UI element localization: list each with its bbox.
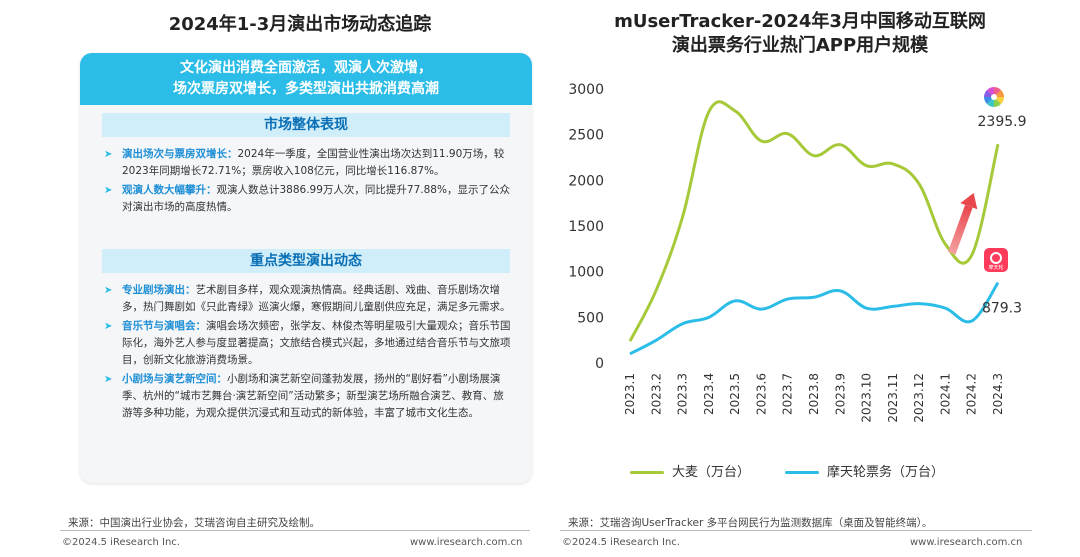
list-item: ➤ 专业剧场演出：艺术剧目多样，观众观演热情高。经典话剧、戏曲、音乐剧场次增多，… bbox=[102, 282, 512, 316]
list-item: ➤ 音乐节与演唱会：演唱会场次频密，张学友、林俊杰等明星吸引大量观众；音乐节国际… bbox=[102, 318, 512, 369]
x-tick-label: 2024.2 bbox=[965, 373, 979, 415]
legend-swatch-damai bbox=[630, 471, 664, 474]
left-source-note: 来源：中国演出行业协会，艾瑞咨询自主研究及绘制。 bbox=[68, 517, 320, 529]
y-axis: 0 500 1000 1500 2000 2500 3000 bbox=[568, 82, 604, 372]
bullet-keyword: 音乐节与演唱会： bbox=[122, 320, 206, 332]
data-label: 879.3 bbox=[982, 301, 1022, 317]
x-tick-label: 2023.1 bbox=[623, 373, 637, 415]
x-tick-label: 2023.9 bbox=[833, 373, 847, 415]
x-tick-label: 2024.3 bbox=[991, 373, 1005, 415]
right-copyright: ©2024.5 iResearch Inc. bbox=[562, 537, 680, 548]
list-item: ➤ 演出场次与票房双增长：2024年一季度，全国营业性演出场次达到11.90万场… bbox=[102, 146, 512, 180]
x-tick-label: 2023.11 bbox=[886, 373, 900, 423]
right-panel-title: mUserTracker-2024年3月中国移动互联网 演出票务行业热门APP用… bbox=[560, 10, 1040, 58]
y-tick-label: 1000 bbox=[568, 265, 604, 281]
x-tick-label: 2023.6 bbox=[754, 373, 768, 415]
x-tick-label: 2023.8 bbox=[807, 373, 821, 415]
y-tick-label: 500 bbox=[577, 310, 604, 326]
summary-card: 文化演出消费全面激活，观演人次激增， 场次票房双增长，多类型演出共掀消费高潮 市… bbox=[80, 53, 532, 483]
right-website: www.iresearch.com.cn bbox=[910, 537, 1023, 548]
chevron-right-icon: ➤ bbox=[104, 321, 113, 332]
chevron-right-icon: ➤ bbox=[104, 374, 113, 385]
x-tick-label: 2023.12 bbox=[912, 373, 926, 423]
chevron-right-icon: ➤ bbox=[104, 149, 113, 160]
series-line-motianlun bbox=[629, 281, 1000, 356]
chart-legend: 大麦（万台） 摩天轮票务（万台） bbox=[620, 461, 1040, 483]
legend-label-motianlun: 摩天轮票务（万台） bbox=[827, 465, 945, 480]
bullet-text: 小剧场和演艺新空间蓬勃发展，扬州的“剧好看”小剧场展演季、杭州的“城市艺舞台·演… bbox=[122, 373, 504, 419]
legend-item-motianlun: 摩天轮票务（万台） bbox=[785, 461, 944, 480]
right-footer-divider bbox=[560, 530, 1032, 531]
y-tick-label: 3000 bbox=[568, 82, 604, 98]
x-tick-label: 2024.1 bbox=[938, 373, 952, 415]
bullet-keyword: 小剧场与演艺新空间： bbox=[122, 373, 227, 385]
bullet-text: 演唱会场次频密，张学友、林俊杰等明星吸引大量观众；音乐节国际化，海外艺人参与度显… bbox=[122, 320, 511, 366]
bullet-text: 观演人数总计3886.99万人次，同比提升77.88%，显示了公众对演出市场的高… bbox=[122, 184, 510, 213]
banner-line-2: 场次票房双增长，多类型演出共掀消费高潮 bbox=[173, 81, 439, 97]
up-trend-arrow-icon bbox=[947, 193, 978, 255]
list-item: ➤ 观演人数大幅攀升：观演人数总计3886.99万人次，同比提升77.88%，显… bbox=[102, 182, 512, 216]
motianlun-icon-text: 摩天轮 bbox=[988, 264, 1003, 271]
section-key-types-list: ➤ 专业剧场演出：艺术剧目多样，观众观演热情高。经典话剧、戏曲、音乐剧场次增多，… bbox=[102, 282, 512, 424]
motianlun-app-icon: 摩天轮 bbox=[984, 248, 1008, 272]
section-market-overview-list: ➤ 演出场次与票房双增长：2024年一季度，全国营业性演出场次达到11.90万场… bbox=[102, 146, 512, 218]
legend-label-damai: 大麦（万台） bbox=[672, 465, 751, 480]
x-axis: 2023.1 2023.2 2023.3 2023.4 2023.5 2023.6 2023… bbox=[623, 373, 1005, 423]
y-tick-label: 2500 bbox=[568, 128, 604, 144]
bullet-text: 2024年一季度，全国营业性演出场次达到11.90万场，较2023年同期增长72… bbox=[122, 148, 505, 177]
left-website: www.iresearch.com.cn bbox=[410, 537, 523, 548]
x-tick-label: 2023.7 bbox=[781, 373, 795, 415]
bullet-keyword: 专业剧场演出： bbox=[122, 284, 196, 296]
summary-banner: 文化演出消费全面激活，观演人次激增， 场次票房双增长，多类型演出共掀消费高潮 bbox=[80, 53, 532, 105]
chart-title-line-2: 演出票务行业热门APP用户规模 bbox=[671, 35, 929, 56]
bullet-keyword: 观演人数大幅攀升： bbox=[122, 184, 217, 196]
x-tick-label: 2023.2 bbox=[649, 373, 663, 415]
list-item: ➤ 小剧场与演艺新空间：小剧场和演艺新空间蓬勃发展，扬州的“剧好看”小剧场展演季… bbox=[102, 371, 512, 422]
x-tick-label: 2023.5 bbox=[728, 373, 742, 415]
bullet-text: 艺术剧目多样，观众观演热情高。经典话剧、戏曲、音乐剧场次增多，热门舞剧如《只此青… bbox=[122, 284, 511, 313]
legend-swatch-motianlun bbox=[785, 471, 819, 474]
left-footer-divider bbox=[60, 530, 530, 531]
y-tick-label: 2000 bbox=[568, 173, 604, 189]
chevron-right-icon: ➤ bbox=[104, 285, 113, 296]
data-label: 2395.9 bbox=[978, 114, 1027, 130]
right-source-note: 来源：艾瑞咨询UserTracker 多平台网民行为监测数据库（桌面及智能终端）… bbox=[568, 517, 933, 529]
bullet-keyword: 演出场次与票房双增长： bbox=[122, 148, 238, 160]
series-lines bbox=[628, 100, 1000, 356]
left-copyright: ©2024.5 iResearch Inc. bbox=[62, 537, 180, 548]
y-tick-label: 1500 bbox=[568, 219, 604, 235]
series-line-damai bbox=[628, 100, 1000, 342]
chevron-right-icon: ➤ bbox=[104, 185, 113, 196]
banner-line-1: 文化演出消费全面激活，观演人次激增， bbox=[180, 60, 432, 76]
x-tick-label: 2023.4 bbox=[702, 373, 716, 415]
legend-item-damai: 大麦（万台） bbox=[630, 461, 750, 480]
chart-title-line-1: mUserTracker-2024年3月中国移动互联网 bbox=[614, 11, 986, 32]
x-tick-label: 2023.10 bbox=[860, 373, 874, 423]
section-market-overview-title: 市场整体表现 bbox=[102, 113, 510, 137]
damai-app-icon bbox=[984, 87, 1004, 107]
x-tick-label: 2023.3 bbox=[676, 373, 690, 415]
y-tick-label: 0 bbox=[595, 356, 604, 372]
left-panel-title: 2024年1-3月演出市场动态追踪 bbox=[168, 14, 432, 35]
end-labels: 2395.9 879.3 bbox=[978, 114, 1027, 317]
section-key-types-title: 重点类型演出动态 bbox=[102, 249, 510, 273]
